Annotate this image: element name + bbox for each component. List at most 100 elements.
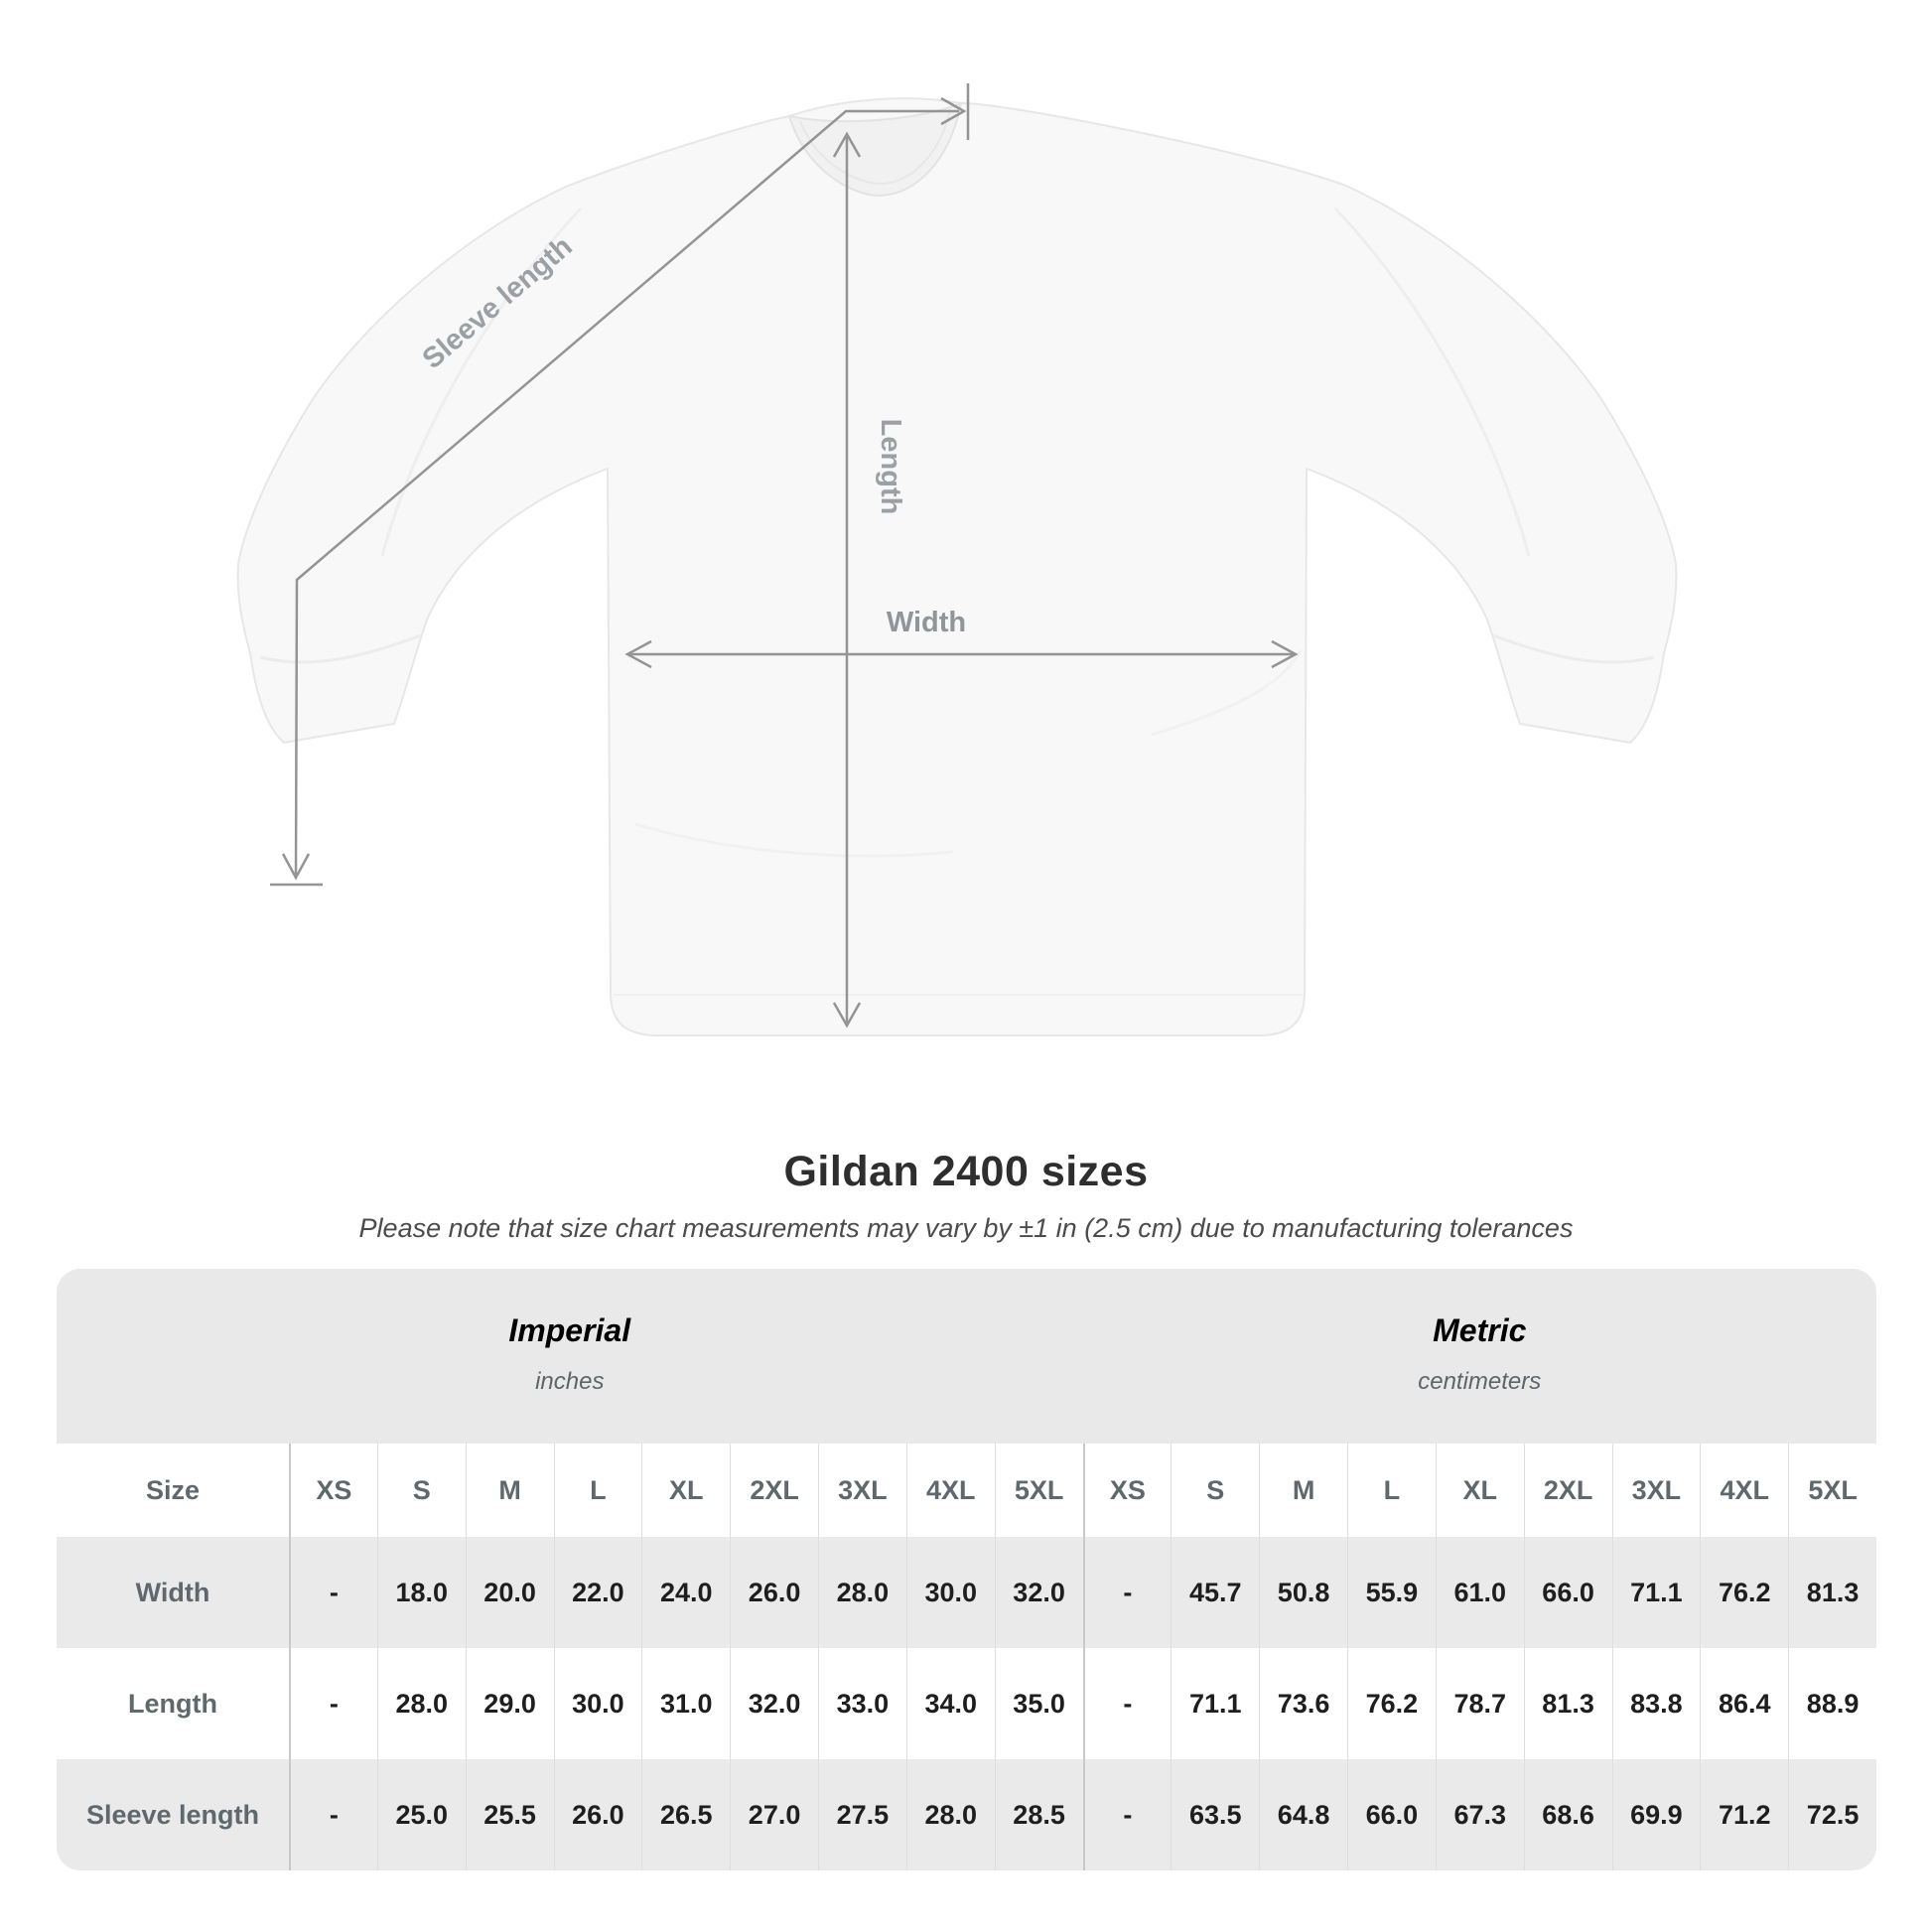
sleeve-measure-line: [294, 109, 959, 877]
value-cell: -: [1082, 1759, 1172, 1870]
size-table: Imperial inches Metric centimeters Size …: [57, 1269, 1876, 1870]
length-label: Length: [875, 419, 906, 515]
size-header-cell: 4XL: [905, 1444, 995, 1537]
shirt-cuff-line: [1492, 633, 1655, 664]
page-title: Gildan 2400 sizes: [783, 1148, 1149, 1195]
value-cell: 76.2: [1347, 1648, 1436, 1759]
size-header-cell: 5XL: [1788, 1444, 1876, 1537]
value-cell: 28.0: [905, 1759, 995, 1870]
metric-label: Metric: [1433, 1312, 1527, 1348]
imperial-unit-label: inches: [535, 1368, 605, 1395]
size-header-cell: M: [465, 1444, 554, 1537]
value-cell: 45.7: [1171, 1537, 1259, 1648]
value-cell: 61.0: [1435, 1537, 1524, 1648]
shirt-fold-line: [380, 207, 583, 557]
value-cell: 34.0: [905, 1648, 995, 1759]
value-cell: 72.5: [1788, 1759, 1876, 1870]
value-cell: 50.8: [1259, 1537, 1347, 1648]
arrow-down-icon: [832, 1002, 862, 1029]
value-cell: 28.0: [376, 1648, 466, 1759]
value-cell: 71.1: [1611, 1537, 1701, 1648]
value-cell: 27.0: [730, 1759, 818, 1870]
imperial-label: Imperial: [508, 1312, 631, 1348]
value-cell: 28.0: [818, 1537, 906, 1648]
value-cell: 71.2: [1700, 1759, 1788, 1870]
arrow-up-icon: [832, 131, 862, 158]
arrow-down-icon: [281, 853, 311, 881]
value-cell: 66.0: [1523, 1537, 1612, 1648]
value-cell: 32.0: [994, 1537, 1083, 1648]
shirt-fold-line: [1333, 207, 1531, 557]
unit-band-row: Imperial inches Metric centimeters: [57, 1269, 1876, 1444]
value-cell: 69.9: [1611, 1759, 1701, 1870]
value-cell: 63.5: [1171, 1759, 1259, 1870]
value-cell: 35.0: [994, 1648, 1083, 1759]
value-cell: 31.0: [641, 1648, 730, 1759]
measurement-row: Width -18.0 20.0 22.0 24.0 26.0 28.0 30.0 32.0-4…: [57, 1537, 1876, 1648]
value-cell: 78.7: [1435, 1648, 1524, 1759]
size-header-cell: M: [1259, 1444, 1347, 1537]
size-header-cell: 2XL: [730, 1444, 818, 1537]
shirt-collar-rib-line: [799, 108, 951, 186]
value-cell: 26.0: [553, 1759, 642, 1870]
length-measure: [832, 131, 862, 1029]
shirt-body-outline: [236, 97, 1678, 1036]
measurement-row: Sleeve length -25.0 25.5 26.0 26.5 27.0 27.5 28…: [57, 1759, 1876, 1870]
measurement-row: Length -28.0 29.0 30.0 31.0 32.0 33.0 34.0 35.0-…: [57, 1648, 1876, 1759]
value-cell: 68.6: [1523, 1759, 1612, 1870]
arrow-right-icon: [1271, 639, 1299, 669]
shirt-diagram-svg: Sleeve length Length Width: [236, 83, 1678, 1036]
value-cell: 28.5: [994, 1759, 1083, 1870]
tolerance-note: Please note that size chart measurements…: [358, 1213, 1574, 1243]
value-cell: 30.0: [553, 1648, 642, 1759]
shirt-fold-line: [634, 822, 954, 858]
value-cell: 81.3: [1523, 1648, 1612, 1759]
shirt-collar: [787, 101, 963, 198]
shirt-measurement-diagram: Sleeve length Length Width: [236, 83, 1678, 1036]
value-cell: 83.8: [1611, 1648, 1701, 1759]
size-header-cell: XS: [1082, 1444, 1172, 1537]
value-cell: 71.1: [1171, 1648, 1259, 1759]
value-cell: 26.5: [641, 1759, 730, 1870]
arrow-right-icon: [940, 96, 967, 126]
size-header-cell: S: [376, 1444, 466, 1537]
shirt-cuff-line: [259, 633, 422, 664]
value-cell: 73.6: [1259, 1648, 1347, 1759]
size-header-cell: L: [553, 1444, 642, 1537]
size-header-cell: 2XL: [1523, 1444, 1612, 1537]
value-cell: 27.5: [818, 1759, 906, 1870]
size-header-row: Size XS S M L XL 2XL 3XL 4XL 5XL XS S M L XL 2XL 3XL 4XL…: [57, 1444, 1876, 1537]
value-cell: 86.4: [1700, 1648, 1788, 1759]
value-cell: 22.0: [553, 1537, 642, 1648]
value-cell: 30.0: [905, 1537, 995, 1648]
value-cell: 25.5: [465, 1759, 554, 1870]
metric-unit-label: centimeters: [1418, 1368, 1542, 1395]
value-cell: -: [289, 1648, 377, 1759]
value-cell: -: [1082, 1537, 1172, 1648]
shirt-fold-line: [1151, 649, 1303, 737]
value-cell: 88.9: [1788, 1648, 1876, 1759]
size-header-cell: XL: [1435, 1444, 1524, 1537]
value-cell: 24.0: [641, 1537, 730, 1648]
value-cell: 32.0: [730, 1648, 818, 1759]
size-header-cell: XL: [641, 1444, 730, 1537]
sleeve-length-measure: [270, 83, 970, 887]
value-cell: 18.0: [376, 1537, 466, 1648]
value-cell: 33.0: [818, 1648, 906, 1759]
value-cell: -: [289, 1537, 377, 1648]
value-cell: 81.3: [1788, 1537, 1876, 1648]
row-label: Sleeve length: [85, 1799, 260, 1830]
value-cell: 26.0: [730, 1537, 818, 1648]
size-header-cell: 4XL: [1700, 1444, 1788, 1537]
size-header-cell: 5XL: [994, 1444, 1083, 1537]
size-header-cell: XS: [289, 1444, 377, 1537]
value-cell: -: [1082, 1648, 1172, 1759]
metric-band: Metric centimeters: [1083, 1269, 1877, 1444]
value-cell: 67.3: [1435, 1759, 1524, 1870]
row-label: Width: [135, 1577, 210, 1607]
value-cell: 76.2: [1700, 1537, 1788, 1648]
value-cell: 20.0: [465, 1537, 554, 1648]
value-cell: 64.8: [1259, 1759, 1347, 1870]
size-header-cell: 3XL: [818, 1444, 906, 1537]
